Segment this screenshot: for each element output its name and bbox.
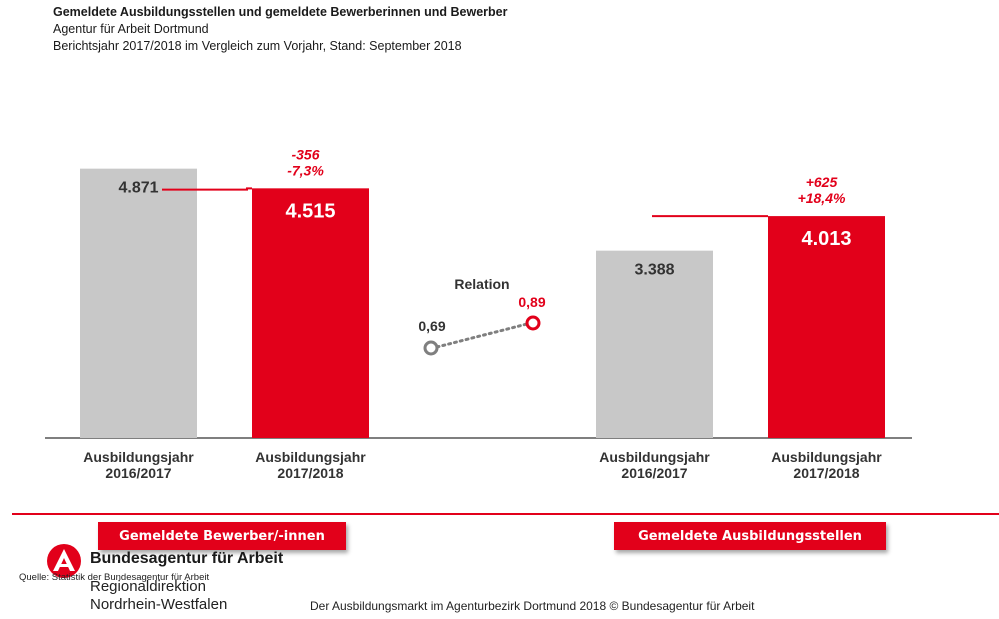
x-tick-label-4-line1: Ausbildungsjahr <box>771 449 882 465</box>
logo-sub-line-2: Nordrhein-Westfalen <box>90 596 228 613</box>
x-tick-label-2-line1: Ausbildungsjahr <box>255 449 366 465</box>
chart-title: Gemeldete Ausbildungsstellen und gemelde… <box>53 5 508 19</box>
group-label-positions: Gemeldete Ausbildungsstellen <box>614 522 886 550</box>
bar-value-label-3: 3.388 <box>634 262 674 279</box>
separator-line <box>12 513 999 515</box>
group-label-applicants: Gemeldete Bewerber/-innen <box>98 522 346 550</box>
source-note: Quelle: Statistik der Bundesagentur für … <box>19 572 210 583</box>
x-tick-label-1-line1: Ausbildungsjahr <box>83 449 194 465</box>
relation-point-1 <box>423 340 439 356</box>
change-percent-1: -7,3% <box>287 162 324 178</box>
bar-value-label-1: 4.871 <box>118 180 158 197</box>
chart-period: Berichtsjahr 2017/2018 im Vergleich zum … <box>53 39 462 53</box>
x-tick-label-3-line2: 2016/2017 <box>621 465 687 481</box>
x-tick-label-3-line1: Ausbildungsjahr <box>599 449 710 465</box>
relation-point-2 <box>525 315 541 331</box>
x-tick-label-1-line2: 2016/2017 <box>105 465 171 481</box>
logo-subtitle: Regionaldirektion Nordrhein-Westfalen <box>90 578 227 614</box>
relation-label-1: 0,69 <box>418 318 445 334</box>
chart-subtitle: Agentur für Arbeit Dortmund <box>53 22 209 36</box>
chart-header: Gemeldete Ausbildungsstellen und gemelde… <box>53 4 508 55</box>
x-tick-label-2-line2: 2017/2018 <box>277 465 343 481</box>
bar-2 <box>252 188 369 438</box>
x-tick-label-4-line2: 2017/2018 <box>793 465 859 481</box>
bar-3 <box>596 250 713 438</box>
relation-title: Relation <box>454 276 509 292</box>
footer-copyright: Der Ausbildungsmarkt im Agenturbezirk Do… <box>310 599 755 613</box>
change-absolute-1: -356 <box>291 146 319 162</box>
ba-logo-icon <box>47 544 81 578</box>
change-percent-2: +18,4% <box>798 190 846 206</box>
change-absolute-2: +625 <box>806 174 838 190</box>
bar-1 <box>80 168 197 438</box>
bar-value-label-2: 4.515 <box>285 200 335 222</box>
bar-4 <box>768 216 885 438</box>
relation-connector <box>435 322 529 349</box>
change-connector-1 <box>162 187 252 191</box>
logo-title: Bundesagentur für Arbeit <box>90 550 284 567</box>
bar-chart: 4.871 4.515 3.388 4.013 -356-7,3% +625+18,4% A… <box>45 146 912 481</box>
bar-value-label-4: 4.013 <box>801 228 851 250</box>
relation-label-2: 0,89 <box>518 294 545 310</box>
logo-sub-line-1: Regionaldirektion <box>90 578 206 595</box>
